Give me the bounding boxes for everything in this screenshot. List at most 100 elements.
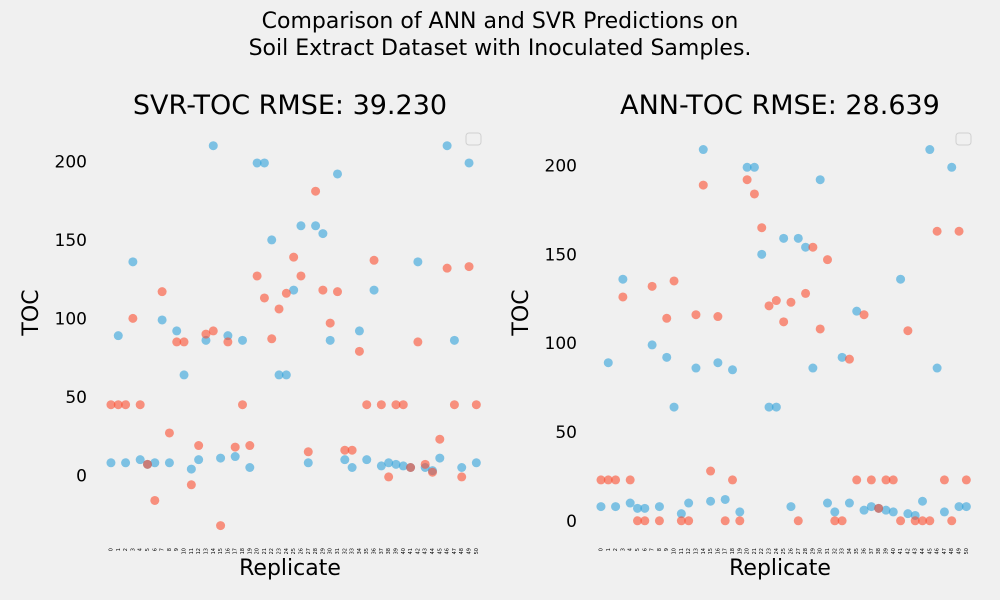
chart-1-xtick-label: 13 — [693, 548, 699, 554]
chart-0-xtick-label: 37 — [379, 548, 385, 554]
chart-1-series-1-point — [815, 324, 825, 334]
chart-1-xtick-label: 26 — [788, 548, 794, 554]
chart-1-ytick-label: 50 — [555, 423, 577, 443]
chart-0-series-0-point — [238, 335, 247, 345]
chart-1-series-0-point — [713, 358, 723, 368]
chart-1-series-1-point — [662, 313, 672, 323]
chart-1-xtick-label: 38 — [876, 548, 882, 554]
chart-0-xtick-label: 35 — [364, 548, 370, 554]
chart-1-series-1-point — [625, 475, 635, 485]
chart-0-xtick-label: 50 — [474, 548, 480, 554]
chart-0-series-1-point — [281, 288, 291, 298]
chart-0-xtick-label: 4 — [138, 548, 144, 551]
chart-1-series-0-point — [961, 502, 971, 512]
chart-1-series-0-point — [837, 352, 847, 362]
chart-0-series-0-point — [150, 458, 160, 468]
chart-0-series-1-point — [296, 271, 306, 281]
chart-1-xtick-label: 50 — [964, 548, 970, 554]
chart-0-xtick-label: 31 — [335, 548, 341, 554]
chart-0-series-0-point — [376, 461, 386, 471]
chart-0-xtick-label: 36 — [372, 548, 378, 554]
chart-0-series-1-point — [274, 304, 284, 314]
chart-0-series-0-point — [340, 455, 350, 465]
chart-0-series-1-point — [121, 400, 131, 410]
chart-1-series-0-point — [654, 502, 664, 512]
chart-0-xtick-label: 26 — [298, 548, 304, 554]
chart-0-series-1-point — [106, 400, 116, 410]
chart-1-ytick-label: 100 — [545, 334, 577, 354]
chart-1-series-0-point — [706, 496, 716, 506]
chart-0-xtick-label: 41 — [408, 548, 414, 554]
chart-0-ytick-label: 100 — [55, 309, 87, 329]
chart-1-xtick-label: 48 — [949, 548, 955, 554]
chart-1-xtick-label: 6 — [642, 548, 648, 551]
chart-1-xtick-label: 41 — [898, 548, 904, 554]
chart-0-series-1-point — [464, 262, 474, 272]
chart-0-xtick-label: 28 — [313, 548, 319, 554]
chart-1-series-0-point — [603, 358, 613, 368]
chart-1-series-1-point — [647, 281, 657, 291]
chart-1-series-0-point — [925, 145, 935, 155]
chart-1-series-0-point — [932, 363, 942, 373]
chart-1-series-0-point — [881, 505, 891, 515]
chart-1-series-0-point — [793, 233, 803, 243]
chart-0-series-1-point — [420, 459, 430, 469]
chart-1-xtick-label: 45 — [927, 548, 933, 554]
chart-1-series-1-point — [669, 276, 679, 286]
chart-1-series-1-point — [947, 516, 957, 526]
chart-1-xtick-label: 42 — [905, 548, 911, 554]
chart-0-series-0-point — [164, 458, 174, 468]
chart-0-ylabel: TOC — [19, 289, 44, 336]
chart-0-series-1-point — [369, 255, 379, 265]
chart-1-series-1-point — [698, 180, 708, 190]
chart-1-series-1-point — [859, 310, 869, 320]
chart-1-xtick-label: 39 — [883, 548, 889, 554]
chart-1-series-1-point — [793, 516, 803, 526]
chart-0-xtick-label: 20 — [255, 548, 261, 554]
chart-1-series-1-point — [728, 475, 737, 485]
chart-0-series-1-point — [179, 337, 189, 347]
chart-0-xtick-label: 46 — [445, 548, 451, 554]
chart-1-series-1-point — [654, 516, 664, 526]
chart-1-ytick-label: 0 — [566, 512, 577, 532]
figure-suptitle: Comparison of ANN and SVR Predictions on… — [0, 8, 1000, 62]
chart-0-xtick-label: 49 — [467, 548, 473, 554]
chart-0-xtick-label: 44 — [430, 548, 436, 554]
chart-0-series-0-point — [471, 458, 481, 468]
chart-0-xtick-label: 9 — [174, 548, 180, 551]
chart-0-series-0-point — [347, 463, 357, 472]
chart-1-xtick-label: 33 — [840, 548, 846, 554]
chart-1-xtick-label: 25 — [781, 548, 787, 554]
chart-1-series-1-point — [640, 516, 650, 526]
chart-0-series-1-point — [428, 467, 437, 477]
chart-0-series-1-point — [442, 263, 452, 273]
suptitle-line-2: Soil Extract Dataset with Inoculated Sam… — [248, 36, 752, 61]
chart-1-series-0-point — [633, 503, 642, 513]
chart-1-series-1-point — [903, 326, 913, 336]
chart-0-xtick-label: 30 — [328, 548, 334, 554]
chart-1-series-0-point — [866, 502, 876, 512]
chart-1-xtick-label: 17 — [723, 548, 729, 554]
chart-0-series-1-point — [303, 447, 313, 457]
chart-1-series-1-point — [837, 516, 847, 526]
chart-1-xtick-label: 16 — [715, 548, 721, 554]
chart-1-series-1-point — [691, 310, 701, 320]
chart-0-series-1-point — [391, 400, 401, 410]
chart-1-series-0-point — [618, 274, 628, 284]
chart-1-series-0-point — [596, 502, 606, 512]
chart-0-series-0-point — [413, 257, 423, 267]
chart-0-xtick-label: 47 — [452, 548, 458, 554]
chart-1-xtick-label: 36 — [862, 548, 868, 554]
chart-0-series-0-point — [128, 257, 138, 267]
chart-1-xtick-label: 19 — [737, 548, 743, 554]
chart-1-xtick-label: 0 — [598, 548, 604, 551]
chart-1-ytick-label: 200 — [545, 157, 577, 177]
chart-0-xtick-label: 43 — [423, 548, 429, 554]
chart-1-series-0-point — [896, 274, 906, 284]
chart-1-series-1-point — [925, 516, 935, 526]
chart-0-xlabel: Replicate — [239, 556, 341, 581]
chart-0-xtick-label: 45 — [437, 548, 443, 554]
chart-1-series-0-point — [771, 402, 781, 412]
chart-0-ytick-label: 0 — [76, 466, 87, 486]
chart-0-xtick-label: 1 — [116, 548, 122, 551]
